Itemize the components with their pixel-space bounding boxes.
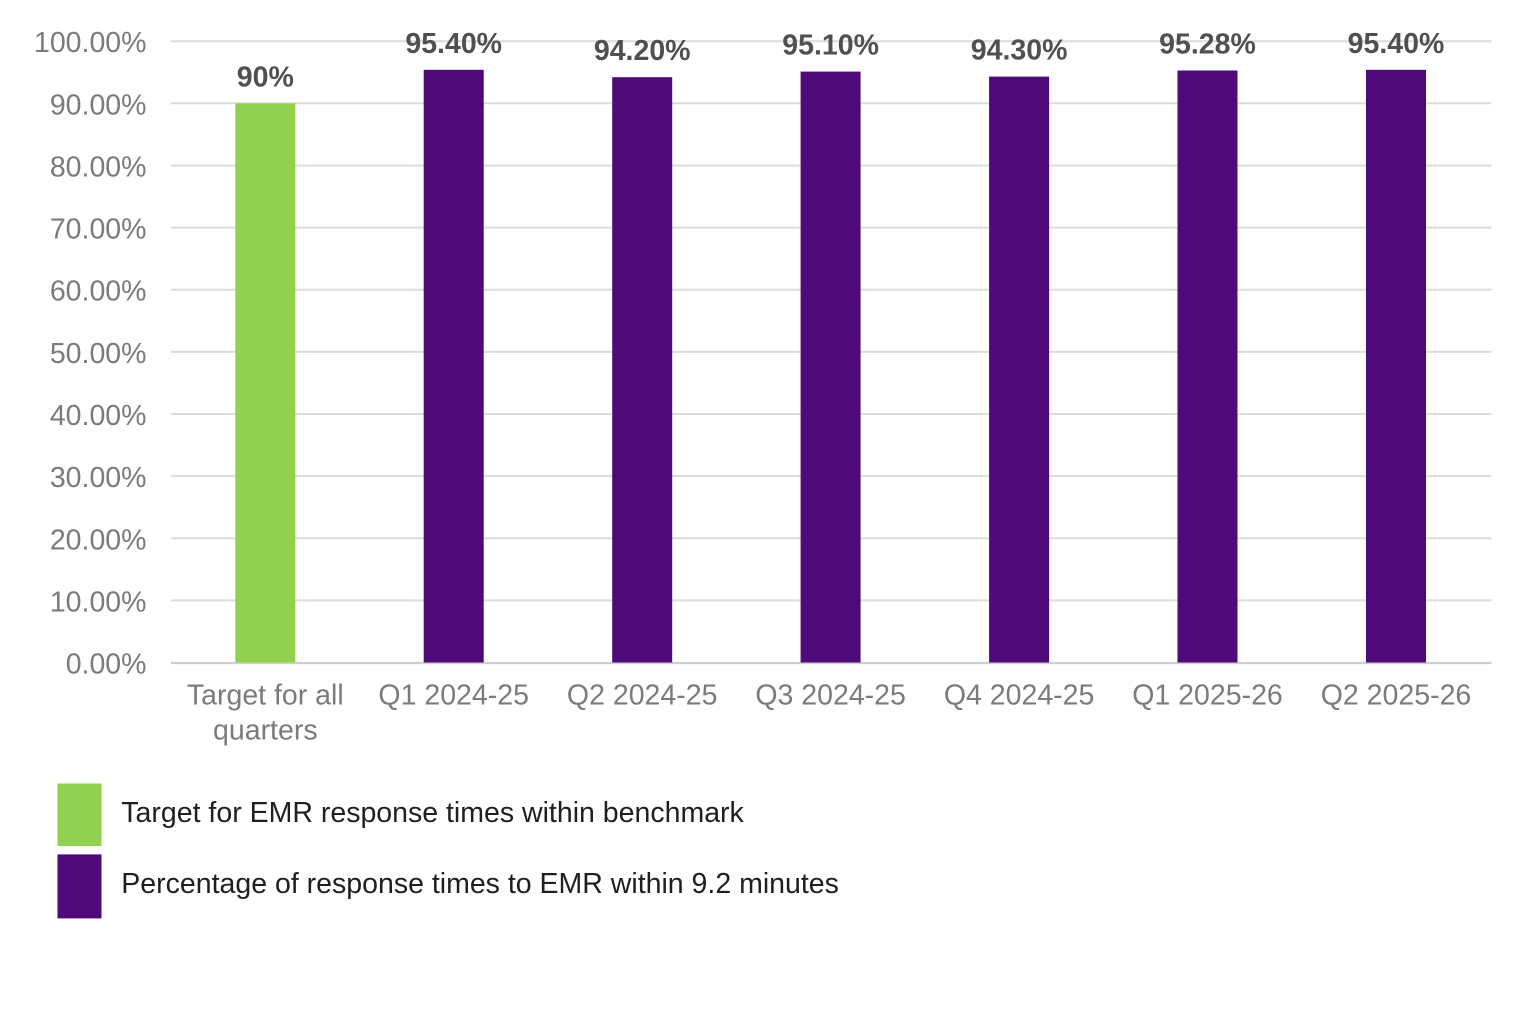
svg-text:95.40%: 95.40% (405, 28, 502, 60)
svg-text:95.10%: 95.10% (782, 30, 879, 62)
svg-text:Percentage of response times t: Percentage of response times to EMR with… (121, 868, 839, 900)
svg-text:94.20%: 94.20% (594, 35, 691, 67)
svg-text:95.28%: 95.28% (1159, 29, 1256, 61)
svg-text:95.40%: 95.40% (1348, 28, 1445, 60)
svg-text:Q3 2024-25: Q3 2024-25 (755, 680, 906, 712)
svg-text:10.00%: 10.00% (50, 586, 147, 618)
svg-text:90%: 90% (237, 61, 294, 93)
svg-text:90.00%: 90.00% (50, 89, 147, 121)
svg-text:Q2 2025-26: Q2 2025-26 (1321, 680, 1472, 712)
svg-text:70.00%: 70.00% (50, 214, 147, 246)
svg-text:Q4 2024-25: Q4 2024-25 (944, 680, 1095, 712)
svg-text:Q2 2024-25: Q2 2024-25 (567, 680, 718, 712)
svg-text:Q1 2024-25: Q1 2024-25 (378, 680, 529, 712)
svg-text:80.00%: 80.00% (50, 152, 147, 184)
svg-text:30.00%: 30.00% (50, 462, 147, 494)
svg-text:94.30%: 94.30% (971, 35, 1068, 67)
svg-text:Target for all: Target for all (187, 680, 344, 712)
svg-text:Q1 2025-26: Q1 2025-26 (1132, 680, 1283, 712)
svg-text:60.00%: 60.00% (50, 276, 147, 308)
svg-text:0.00%: 0.00% (66, 649, 147, 681)
svg-text:50.00%: 50.00% (50, 338, 147, 370)
svg-text:quarters: quarters (213, 715, 318, 747)
svg-text:20.00%: 20.00% (50, 524, 147, 556)
svg-text:40.00%: 40.00% (50, 400, 147, 432)
svg-text:100.00%: 100.00% (34, 27, 147, 59)
svg-text:Target for EMR response times: Target for EMR response times within ben… (121, 797, 744, 829)
